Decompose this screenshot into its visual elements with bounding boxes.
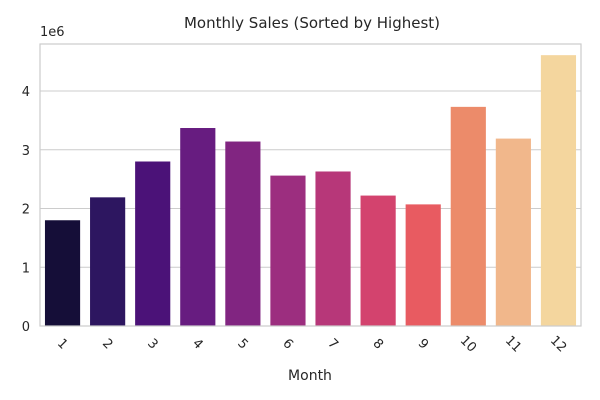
bar-month-3 bbox=[135, 161, 171, 326]
x-tick-label: 6 bbox=[279, 336, 295, 352]
bar-month-11 bbox=[495, 138, 531, 326]
bars bbox=[44, 55, 577, 326]
bar-month-6 bbox=[270, 175, 306, 326]
y-tick-label: 0 bbox=[22, 320, 30, 335]
x-tick-label: 9 bbox=[415, 336, 431, 352]
y-axis-scale-label: 1e6 bbox=[40, 25, 65, 40]
bar-month-4 bbox=[180, 128, 216, 326]
y-tick-label: 2 bbox=[22, 203, 30, 218]
bar-month-1 bbox=[44, 220, 81, 326]
x-tick-label: 10 bbox=[457, 333, 479, 355]
x-tick-label: 11 bbox=[502, 333, 524, 355]
y-tick-labels: 0 1 2 3 4 bbox=[22, 85, 30, 335]
x-tick-label: 5 bbox=[234, 336, 250, 352]
x-tick-label: 1 bbox=[54, 336, 70, 352]
x-tick-label: 2 bbox=[99, 336, 115, 352]
x-axis-label: Month bbox=[288, 368, 332, 384]
bar-month-12 bbox=[540, 55, 577, 326]
bar-month-2 bbox=[90, 197, 126, 326]
bar-month-8 bbox=[360, 195, 396, 326]
bar-month-9 bbox=[405, 204, 441, 326]
x-tick-label: 12 bbox=[547, 333, 569, 355]
x-tick-labels: 1 2 3 4 5 6 7 8 9 10 11 12 bbox=[54, 333, 569, 355]
y-tick-label: 4 bbox=[22, 85, 30, 100]
y-tick-label: 1 bbox=[22, 261, 30, 276]
x-tick-label: 7 bbox=[324, 336, 340, 352]
chart-title: Monthly Sales (Sorted by Highest) bbox=[184, 14, 440, 32]
bar-month-5 bbox=[225, 141, 261, 326]
x-tick-label: 4 bbox=[189, 336, 205, 352]
grid-lines bbox=[40, 90, 581, 268]
bar-month-7 bbox=[315, 171, 351, 326]
bar-month-10 bbox=[450, 106, 486, 326]
plot-frame bbox=[39, 43, 582, 327]
x-tick-label: 3 bbox=[144, 336, 160, 352]
x-tick-label: 8 bbox=[370, 336, 386, 352]
y-tick-label: 3 bbox=[22, 144, 30, 159]
